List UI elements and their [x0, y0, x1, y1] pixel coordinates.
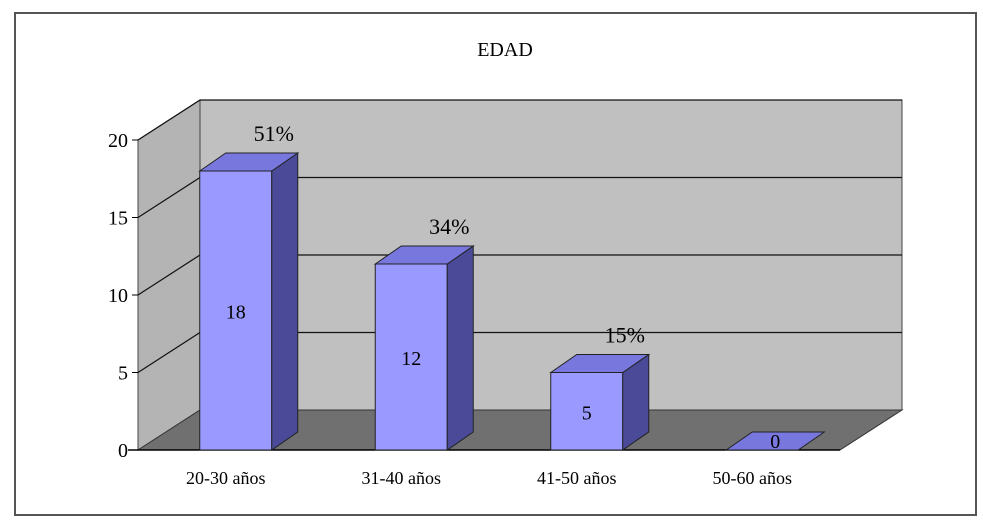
bar-side: [271, 152, 299, 451]
y-tick-label: 5: [118, 363, 128, 385]
bar-3: [549, 353, 651, 451]
y-tick-label: 20: [108, 130, 128, 152]
bar-2: [373, 245, 475, 451]
bar-percent-label: 15%: [605, 323, 645, 348]
bar-top: [373, 245, 475, 265]
bar-value-label: 0: [770, 431, 780, 453]
x-tick-label: 31-40 años: [362, 468, 442, 488]
x-tick-label: 20-30 años: [186, 468, 266, 488]
y-tick-label: 15: [108, 208, 128, 230]
bar-value-label: 18: [226, 302, 246, 324]
chart-title: EDAD: [477, 39, 533, 61]
bar-4: [724, 431, 826, 451]
y-tick-label: 10: [108, 285, 128, 307]
bar-top: [724, 431, 826, 451]
bar-percent-label: 51%: [254, 121, 294, 146]
bar-percent-label: 34%: [429, 214, 469, 239]
bar-1: [198, 152, 300, 451]
y-tick-label: 0: [118, 440, 128, 462]
bar-top: [198, 152, 300, 172]
x-tick-label: 41-50 años: [537, 468, 617, 488]
bar-side: [446, 245, 474, 451]
gridline: [137, 99, 902, 141]
bar-value-label: 12: [401, 348, 421, 370]
bar-top: [549, 354, 651, 373]
bar-value-label: 5: [582, 402, 592, 424]
x-tick-label: 50-60 años: [713, 468, 793, 488]
